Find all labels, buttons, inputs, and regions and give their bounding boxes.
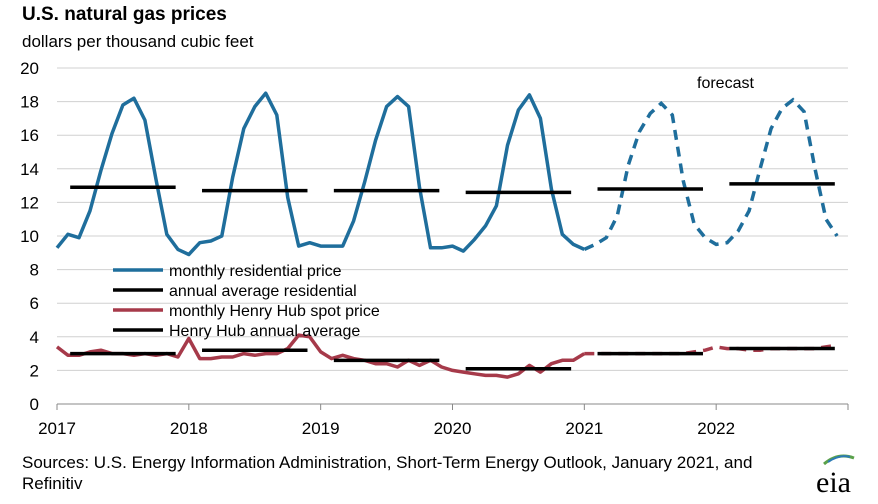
chart-subtitle: dollars per thousand cubic feet: [22, 32, 254, 51]
y-tick-label: 6: [30, 294, 39, 313]
x-tick-label: 2017: [38, 419, 76, 438]
legend-label-1: annual average residential: [169, 283, 357, 300]
source-note: Sources: U.S. Energy Information Adminis…: [22, 453, 753, 493]
x-tick-label: 2018: [170, 419, 208, 438]
x-tick-label: 2021: [565, 419, 603, 438]
series-forecast-line-0: [583, 97, 839, 251]
series-line-0: [55, 91, 586, 257]
y-tick-label: 4: [30, 328, 39, 347]
legend-label-3: Henry Hub annual average: [169, 323, 360, 340]
axes: 0 2 4 6 8 10 12 14 16 18 20 2017 2018 2019 2020 2021 202…: [20, 59, 849, 438]
x-tick-label: 2019: [302, 419, 340, 438]
chart-plot: 0 2 4 6 8 10 12 14 16 18 20 2017 2018 2019 2020 2021 202…: [20, 59, 849, 438]
forecast-annotation: forecast: [697, 75, 754, 92]
svg-text:eia: eia: [816, 466, 851, 498]
y-tick-label: 14: [20, 160, 39, 179]
legend: monthly residential price annual average …: [113, 263, 380, 340]
y-tick-label: 8: [30, 261, 39, 280]
y-tick-label: 20: [20, 59, 39, 78]
y-tick-label: 2: [30, 361, 39, 380]
y-tick-label: 0: [30, 395, 39, 414]
eia-logo-icon: eia: [816, 454, 855, 498]
y-tick-label: 10: [20, 227, 39, 246]
x-tick-label: 2022: [697, 419, 735, 438]
y-tick-label: 16: [20, 126, 39, 145]
x-tick-label: 2020: [434, 419, 472, 438]
y-tick-label: 18: [20, 93, 39, 112]
legend-label-0: monthly residential price: [169, 263, 342, 280]
y-tick-label: 12: [20, 193, 39, 212]
series-lines: [55, 91, 839, 379]
legend-label-2: monthly Henry Hub spot price: [169, 303, 380, 320]
chart-title: U.S. natural gas prices: [22, 4, 227, 25]
